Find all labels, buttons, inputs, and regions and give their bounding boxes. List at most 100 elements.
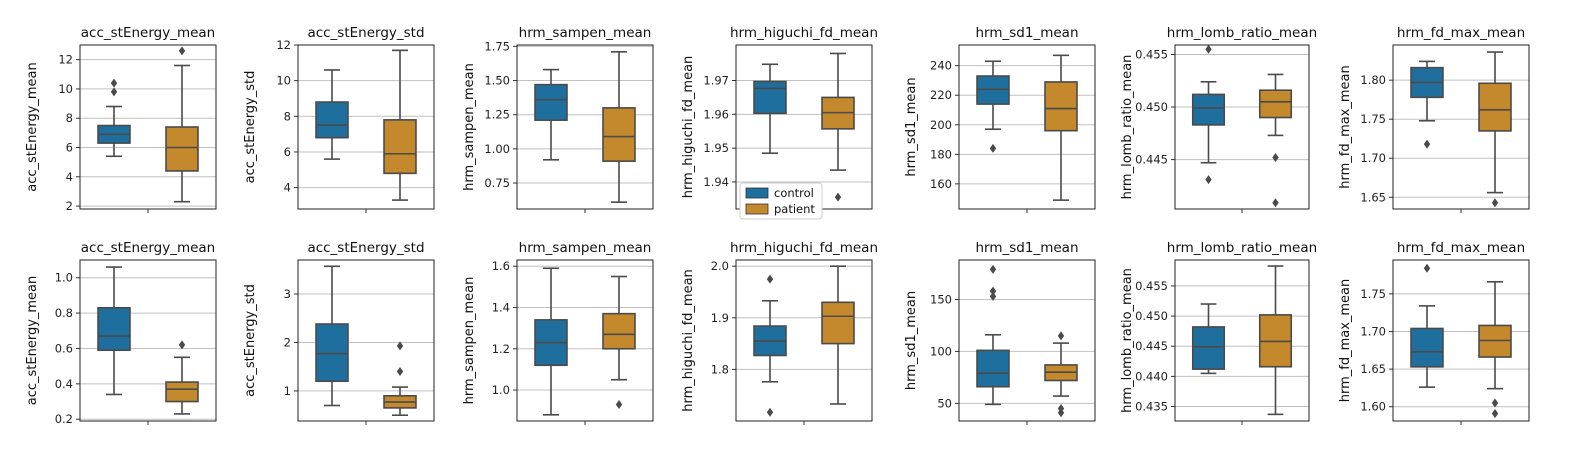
y-axis-label: hrm_sampen_mean: [462, 277, 477, 405]
control-box: [976, 349, 1010, 388]
outlier-point: [834, 192, 842, 202]
y-tick-label: 1.8: [711, 362, 729, 376]
y-tick-label: 12: [58, 53, 73, 67]
y-tick-label: 1.95: [703, 141, 729, 155]
y-axis-label: acc_stEnergy_mean: [25, 276, 40, 406]
y-tick-label: 1.75: [484, 39, 510, 53]
patient-box: [1478, 82, 1512, 132]
y-tick-label: 8: [284, 109, 291, 123]
patient-box: [383, 119, 417, 175]
patient-box: [1258, 89, 1293, 119]
patient-box: [602, 107, 636, 162]
patient-box: [821, 301, 855, 345]
subplot: 1.94 1.95 1.96 1.97 hrm_higuchi_fd_mean hrm_h…: [681, 25, 878, 220]
outlier-point: [396, 367, 404, 377]
y-tick-label: 8: [66, 111, 73, 125]
subplot: 1 2 3 acc_stEnergy_std acc_stEnergy_std: [243, 240, 435, 425]
y-tick-label: 0.2: [55, 412, 73, 426]
y-tick-label: 1.65: [1360, 362, 1386, 376]
control-box: [753, 80, 787, 115]
y-tick-label: 0.440: [1135, 369, 1168, 383]
y-tick-label: 12: [276, 38, 291, 52]
outlier-point: [989, 286, 997, 296]
y-tick-label: 0.435: [1135, 400, 1168, 414]
y-tick-label: 0.450: [1135, 309, 1168, 323]
y-tick-label: 150: [930, 292, 952, 306]
y-tick-label: 1.25: [484, 108, 510, 122]
y-tick-label: 1.97: [703, 74, 729, 88]
y-tick-label: 200: [930, 118, 952, 132]
y-tick-label: 1.96: [703, 107, 729, 121]
y-tick-label: 240: [930, 59, 952, 73]
legend-label-patient: patient: [774, 202, 815, 216]
subplot: 0.75 1.00 1.25 1.50 1.75 hrm_sampen_mean hrm_s…: [462, 25, 654, 213]
outlier-point: [989, 264, 997, 274]
y-tick-label: 0.445: [1135, 339, 1168, 353]
y-tick-label: 50: [937, 396, 952, 410]
y-tick-label: 1.70: [1360, 324, 1386, 338]
outlier-point: [989, 291, 997, 301]
y-tick-label: 1.65: [1360, 190, 1386, 204]
y-tick-label: 0.455: [1135, 47, 1168, 61]
subplot-title: hrm_sd1_mean: [976, 240, 1079, 256]
y-tick-label: 0.4: [55, 377, 73, 391]
outlier-point: [766, 407, 774, 417]
y-axis-label: hrm_sd1_mean: [904, 291, 919, 390]
subplot: 160 180 200 220 240 hrm_sd1_mean hrm_sd1_mean: [904, 25, 1096, 213]
y-axis-label: hrm_higuchi_fd_mean: [681, 269, 696, 412]
control-box: [1191, 326, 1226, 370]
y-tick-label: 1.75: [1360, 112, 1386, 126]
axes-frame: [1174, 44, 1310, 210]
subplot-title: acc_stEnergy_mean: [81, 25, 216, 41]
outlier-point: [1491, 198, 1499, 208]
subplot-title: hrm_lomb_ratio_mean: [1167, 25, 1317, 41]
y-tick-label: 1.94: [703, 175, 729, 189]
y-tick-label: 100: [930, 344, 952, 358]
outlier-point: [1423, 139, 1431, 149]
y-tick-label: 0.445: [1135, 153, 1168, 167]
control-box: [315, 323, 349, 383]
subplot: 1.81.92.0hrm_higuchi_fd_meanhrm_higuchi_…: [681, 240, 878, 425]
y-axis-label: acc_stEnergy_mean: [25, 62, 40, 192]
outlier-point: [1272, 198, 1279, 208]
y-tick-label: 1.60: [1360, 400, 1386, 414]
y-tick-label: 10: [276, 74, 291, 88]
outlier-point: [1491, 408, 1499, 418]
patient-box: [165, 126, 199, 172]
y-axis-label: hrm_sampen_mean: [462, 63, 477, 191]
subplot: 1.0 1.2 1.4 1.6 hrm_sampen_mean hrm_sampen_me…: [462, 240, 654, 425]
y-tick-label: 1.6: [492, 259, 510, 273]
y-tick-label: 1.00: [484, 142, 510, 156]
subplot-title: hrm_higuchi_fd_mean: [730, 240, 878, 256]
y-axis-label: acc_stEnergy_std: [243, 284, 258, 397]
y-tick-label: 1.2: [492, 342, 510, 356]
subplot-title: acc_stEnergy_std: [307, 25, 424, 41]
outlier-point: [1205, 44, 1212, 54]
control-box: [97, 306, 131, 352]
y-tick-label: 220: [930, 88, 952, 102]
y-tick-label: 3: [284, 287, 291, 301]
subplot-title: hrm_sampen_mean: [519, 240, 652, 256]
y-tick-label: 6: [284, 145, 291, 159]
y-tick-label: 1.50: [484, 74, 510, 88]
y-axis-label: hrm_fd_max_mean: [1338, 65, 1353, 189]
subplot: 0.4350.4400.4450.4500.455hrm_lomb_ratio_…: [1120, 240, 1317, 425]
y-axis-label: hrm_lomb_ratio_mean: [1120, 55, 1135, 200]
subplot: 1.65 1.70 1.75 1.80 hrm_fd_max_mean hrm_fd_ma…: [1338, 25, 1530, 213]
y-tick-label: 0.455: [1135, 279, 1168, 293]
subplot: 4 6 8 10 12 acc_stEnergy_std acc_stEnergy_std: [243, 25, 435, 213]
subplot: 0.4450.4500.455hrm_lomb_ratio_meanhrm_lo…: [1120, 25, 1317, 213]
control-box: [1410, 327, 1444, 368]
y-tick-label: 0.450: [1135, 100, 1168, 114]
y-tick-label: 2: [284, 335, 291, 349]
outlier-point: [989, 143, 997, 153]
y-tick-label: 0.8: [55, 306, 73, 320]
control-box: [315, 101, 349, 139]
y-tick-label: 1.75: [1360, 287, 1386, 301]
subplot-title: hrm_fd_max_mean: [1397, 240, 1525, 256]
legend-swatch-patient: [745, 203, 769, 215]
outlier-point: [1205, 175, 1212, 185]
subplot-title: hrm_sd1_mean: [976, 25, 1079, 41]
control-box: [1191, 93, 1226, 126]
y-tick-label: 160: [930, 177, 952, 191]
